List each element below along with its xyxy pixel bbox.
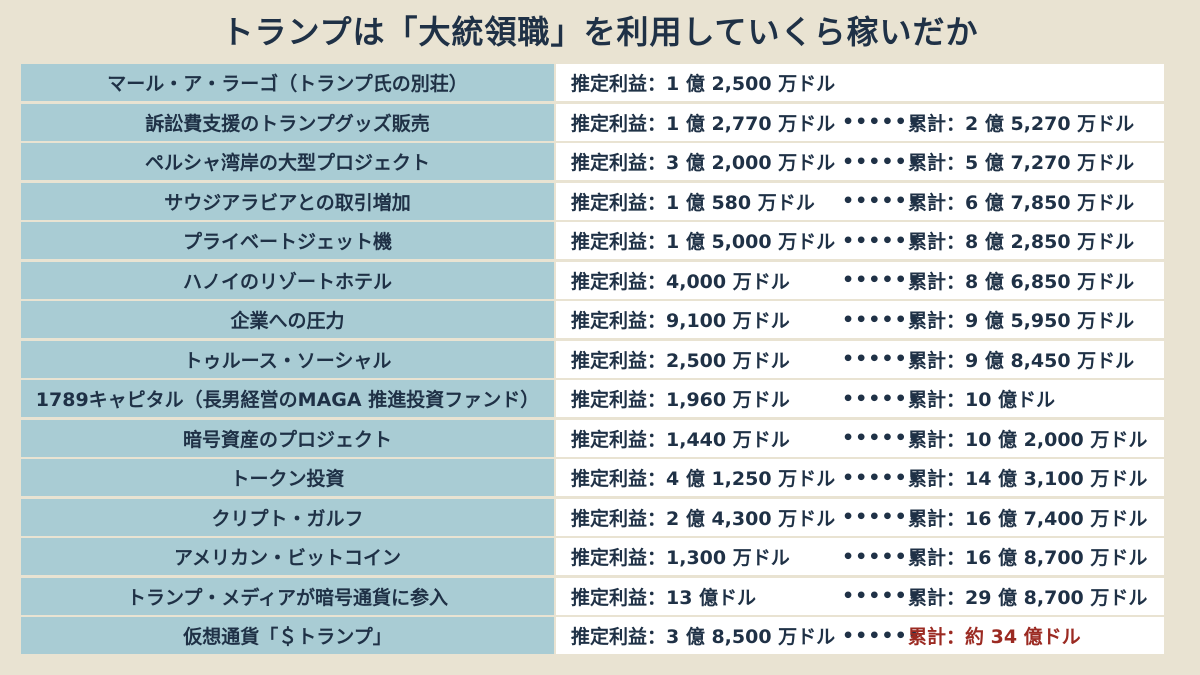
item-label: ペルシャ湾岸の大型プロジェクト <box>21 143 554 180</box>
item-label: 1789キャピタル（長男経営のMAGA 推進投資ファンド） <box>21 380 554 417</box>
item-label: 訴訟費支援のトランプグッズ販売 <box>21 103 554 141</box>
table-row: 1789キャピタル（長男経営のMAGA 推進投資ファンド） 推定利益：1,960 … <box>21 380 1164 417</box>
estimated-profit: 推定利益：1 億 2,500 万ドル <box>571 73 836 95</box>
estimated-profit: 推定利益：1,440 万ドル <box>571 428 790 451</box>
cumulative-total: 累計：5 億 7,270 万ドル <box>908 152 1135 174</box>
cumulative-total: 累計：2 億 5,270 万ドル <box>908 112 1135 135</box>
value-cell: 推定利益：13 億ドル •••••• 累計：29 億 8,700 万ドル <box>556 577 1164 615</box>
table-row: アメリカン・ビットコイン 推定利益：1,300 万ドル •••••• 累計：16 億 … <box>21 538 1164 575</box>
value-cell: 推定利益：3 億 8,500 万ドル •••••• 累計：約 34 億ドル <box>556 617 1164 654</box>
item-label: プライベートジェット機 <box>21 222 554 259</box>
value-cell: 推定利益：3 億 2,000 万ドル •••••• 累計：5 億 7,270 万ドル <box>556 143 1164 180</box>
value-cell: 推定利益：2,500 万ドル •••••• 累計：9 億 8,450 万ドル <box>556 340 1164 378</box>
item-label: 企業への圧力 <box>21 301 554 338</box>
cumulative-total: 累計：16 億 7,400 万ドル <box>908 507 1148 530</box>
leader-dots: •••••• <box>842 348 921 370</box>
table-row: ペルシャ湾岸の大型プロジェクト 推定利益：3 億 2,000 万ドル •••••• 累… <box>21 143 1164 180</box>
estimated-profit: 推定利益：3 億 8,500 万ドル <box>571 626 836 648</box>
leader-dots: •••••• <box>842 427 921 449</box>
value-cell: 推定利益：4 億 1,250 万ドル •••••• 累計：14 億 3,100 万ド… <box>556 459 1164 496</box>
value-cell: 推定利益：4,000 万ドル •••••• 累計：8 億 6,850 万ドル <box>556 261 1164 299</box>
item-label: クリプト・ガルフ <box>21 498 554 536</box>
leader-dots: •••••• <box>842 585 921 607</box>
table-row: ハノイのリゾートホテル 推定利益：4,000 万ドル •••••• 累計：8 億 6,… <box>21 261 1164 299</box>
leader-dots: •••••• <box>842 269 921 291</box>
value-cell: 推定利益：1,300 万ドル •••••• 累計：16 億 8,700 万ドル <box>556 538 1164 575</box>
estimated-profit: 推定利益：9,100 万ドル <box>571 310 790 332</box>
table-row: 暗号資産のプロジェクト 推定利益：1,440 万ドル •••••• 累計：10 億 2… <box>21 419 1164 457</box>
leader-dots: •••••• <box>842 190 921 212</box>
leader-dots: •••••• <box>842 308 921 331</box>
table-row: 訴訟費支援のトランプグッズ販売 推定利益：1 億 2,770 万ドル •••••• 累… <box>21 103 1164 141</box>
estimated-profit: 推定利益：3 億 2,000 万ドル <box>571 152 836 174</box>
leader-dots: •••••• <box>842 506 921 528</box>
estimated-profit: 推定利益：4 億 1,250 万ドル <box>571 468 836 490</box>
item-label: トークン投資 <box>21 459 554 496</box>
item-label: 暗号資産のプロジェクト <box>21 419 554 457</box>
estimated-profit: 推定利益：1 億 5,000 万ドル <box>571 231 836 253</box>
cumulative-total: 累計：8 億 2,850 万ドル <box>908 231 1135 253</box>
table-row: トゥルース・ソーシャル 推定利益：2,500 万ドル •••••• 累計：9 億 8,… <box>21 340 1164 378</box>
estimated-profit: 推定利益：13 億ドル <box>571 586 757 609</box>
estimated-profit: 推定利益：1,300 万ドル <box>571 547 790 569</box>
table-row: プライベートジェット機 推定利益：1 億 5,000 万ドル •••••• 累計：8 … <box>21 222 1164 259</box>
cumulative-total: 累計：9 億 5,950 万ドル <box>908 310 1135 332</box>
estimated-profit: 推定利益：2 億 4,300 万ドル <box>571 507 836 530</box>
leader-dots: •••••• <box>842 624 921 647</box>
value-cell: 推定利益：1 億 580 万ドル •••••• 累計：6 億 7,850 万ドル <box>556 182 1164 220</box>
table-row: トランプ・メディアが暗号通貨に参入 推定利益：13 億ドル •••••• 累計：29 … <box>21 577 1164 615</box>
earnings-table: マール・ア・ラーゴ（トランプ氏の別荘） 推定利益：1 億 2,500 万ドル 訴訟費… <box>21 64 1164 657</box>
leader-dots: •••••• <box>842 545 921 568</box>
cumulative-total: 累計：10 億 2,000 万ドル <box>908 428 1148 451</box>
estimated-profit: 推定利益：1 億 2,770 万ドル <box>571 112 836 135</box>
value-cell: 推定利益：1,440 万ドル •••••• 累計：10 億 2,000 万ドル <box>556 419 1164 457</box>
table-row: トークン投資 推定利益：4 億 1,250 万ドル •••••• 累計：14 億 3,… <box>21 459 1164 496</box>
cumulative-total: 累計：14 億 3,100 万ドル <box>908 468 1148 490</box>
cumulative-total: 累計：6 億 7,850 万ドル <box>908 191 1135 214</box>
table-row: 仮想通貨「＄トランプ」 推定利益：3 億 8,500 万ドル •••••• 累計：約 … <box>21 617 1164 654</box>
final-cumulative-total: 累計：約 34 億ドル <box>908 626 1081 648</box>
table-row: 企業への圧力 推定利益：9,100 万ドル •••••• 累計：9 億 5,950 万… <box>21 301 1164 338</box>
item-label: アメリカン・ビットコイン <box>21 538 554 575</box>
leader-dots: •••••• <box>842 466 921 489</box>
item-label: ハノイのリゾートホテル <box>21 261 554 299</box>
cumulative-total: 累計：10 億ドル <box>908 389 1056 411</box>
table-row: サウジアラビアとの取引増加 推定利益：1 億 580 万ドル •••••• 累計：6 … <box>21 182 1164 220</box>
item-label: 仮想通貨「＄トランプ」 <box>21 617 554 654</box>
value-cell: 推定利益：1 億 5,000 万ドル •••••• 累計：8 億 2,850 万ドル <box>556 222 1164 259</box>
value-cell: 推定利益：1,960 万ドル •••••• 累計：10 億ドル <box>556 380 1164 417</box>
cumulative-total: 累計：9 億 8,450 万ドル <box>908 349 1135 372</box>
item-label: サウジアラビアとの取引増加 <box>21 182 554 220</box>
leader-dots: •••••• <box>842 111 921 133</box>
table-row: クリプト・ガルフ 推定利益：2 億 4,300 万ドル •••••• 累計：16 億 … <box>21 498 1164 536</box>
table-row: マール・ア・ラーゴ（トランプ氏の別荘） 推定利益：1 億 2,500 万ドル <box>21 64 1164 101</box>
value-cell: 推定利益：1 億 2,770 万ドル •••••• 累計：2 億 5,270 万ドル <box>556 103 1164 141</box>
value-cell: 推定利益：1 億 2,500 万ドル <box>556 64 1164 101</box>
item-label: トランプ・メディアが暗号通貨に参入 <box>21 577 554 615</box>
estimated-profit: 推定利益：1 億 580 万ドル <box>571 191 815 214</box>
estimated-profit: 推定利益：1,960 万ドル <box>571 389 790 411</box>
value-cell: 推定利益：9,100 万ドル •••••• 累計：9 億 5,950 万ドル <box>556 301 1164 338</box>
estimated-profit: 推定利益：2,500 万ドル <box>571 349 790 372</box>
leader-dots: •••••• <box>842 229 921 252</box>
cumulative-total: 累計：8 億 6,850 万ドル <box>908 270 1135 293</box>
page-title: トランプは「大統領職」を利用していくら稼いだか <box>221 13 979 51</box>
leader-dots: •••••• <box>842 387 921 410</box>
cumulative-total: 累計：29 億 8,700 万ドル <box>908 586 1148 609</box>
item-label: マール・ア・ラーゴ（トランプ氏の別荘） <box>21 64 554 101</box>
cumulative-total: 累計：16 億 8,700 万ドル <box>908 547 1148 569</box>
leader-dots: •••••• <box>842 150 921 173</box>
value-cell: 推定利益：2 億 4,300 万ドル •••••• 累計：16 億 7,400 万ド… <box>556 498 1164 536</box>
item-label: トゥルース・ソーシャル <box>21 340 554 378</box>
estimated-profit: 推定利益：4,000 万ドル <box>571 270 790 293</box>
